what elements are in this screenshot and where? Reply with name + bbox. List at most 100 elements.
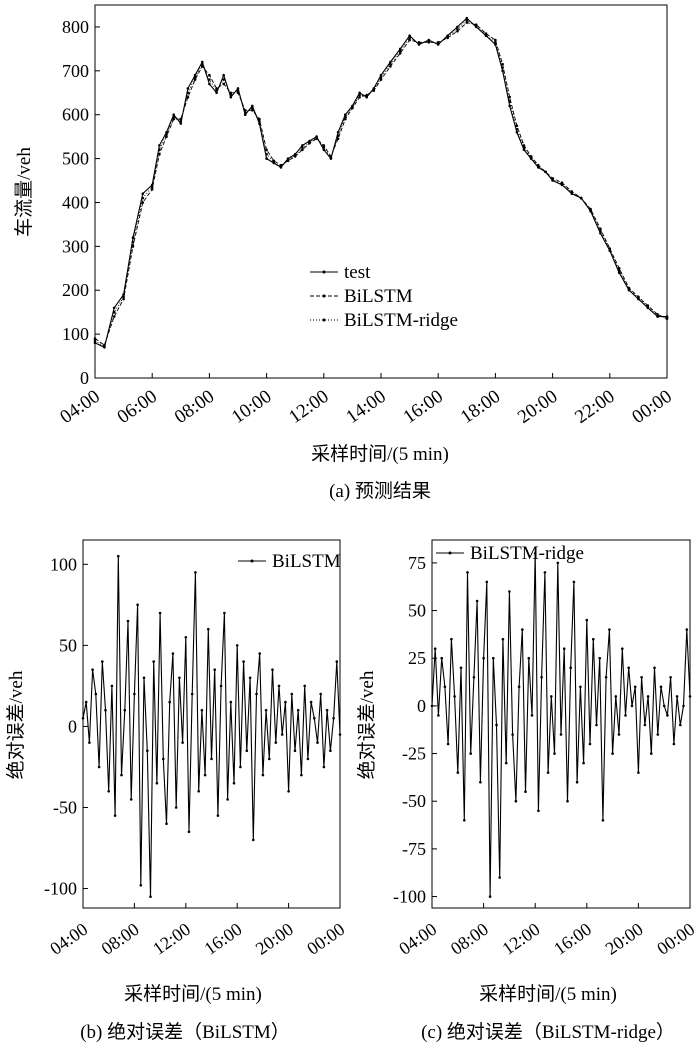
data-point [172,113,175,116]
data-point [617,271,621,275]
data-point [112,306,116,310]
data-point [659,685,663,689]
x-tick-label: 08:00 [447,919,492,959]
data-point [322,146,326,149]
data-point [251,104,254,108]
data-point [165,135,168,138]
data-point [524,790,527,793]
data-point [537,165,540,168]
data-point [301,146,304,149]
data-point [579,196,583,200]
data-point [501,637,505,641]
data-point [556,561,560,565]
data-point [215,91,218,95]
data-point [88,741,91,744]
data-point [408,38,411,42]
data-point [81,717,85,720]
y-tick-label: 50 [59,635,77,655]
data-point [456,25,459,29]
x-tick-label: 00:00 [628,386,675,428]
data-point [201,62,204,66]
x-tick-label: 22:00 [571,386,618,428]
y-tick-label: 0 [80,368,89,388]
panel-b-y-axis: -100 -50 0 50 100 [44,554,88,899]
data-point [579,685,582,689]
x-tick-label: 12:00 [285,386,332,428]
data-point [560,182,564,186]
x-tick-label: 16:00 [400,386,447,428]
legend-label: BiLSTM [272,551,341,572]
data-point [627,288,631,291]
data-point [589,209,592,212]
data-point [284,700,287,704]
panel-a-caption: (a) 预测结果 [329,480,431,502]
legend-marker [250,559,254,563]
data-point [389,65,392,68]
data-point [498,876,502,879]
data-point [344,117,347,121]
data-point [197,790,200,793]
data-point [501,66,504,70]
data-point [104,708,107,712]
data-point [665,316,669,320]
data-point [430,704,434,708]
data-point [84,700,88,704]
data-point [688,695,692,698]
data-point [637,771,640,774]
data-point [675,695,679,698]
x-tick-label: 16:00 [200,919,245,959]
data-point [290,692,294,696]
y-tick-label: 800 [62,17,89,37]
data-point [126,619,130,623]
data-point [351,105,354,109]
data-point [186,87,190,90]
data-point [165,131,168,134]
data-point [271,668,274,671]
data-point [494,41,497,44]
data-point [223,611,226,615]
data-point [322,144,326,147]
data-point [236,87,240,90]
panel-b-plot-frame [82,539,341,909]
panel-b-series-group [81,554,342,898]
data-point [546,771,550,774]
y-tick-label: -100 [393,887,426,907]
data-point [208,73,211,77]
legend-marker [322,318,326,322]
panel-b-x-axis-label: 采样时间/(5 min) [124,983,262,1005]
data-point [229,93,233,97]
data-point [515,124,519,127]
data-point [171,652,175,655]
data-point [293,154,297,157]
data-point [637,296,640,300]
series-line-bilstm [82,556,341,897]
data-point [617,267,621,270]
data-point [408,34,411,37]
data-point [215,89,218,92]
data-point [643,723,647,727]
data-point [599,227,602,231]
panel-b-caption: (b) 绝对误差（BiLSTM） [80,1021,290,1043]
data-point [101,660,104,663]
data-point [640,676,643,679]
data-point [251,106,254,110]
y-tick-label: 25 [408,648,426,668]
panel-c-x-axis: 04:00 08:00 12:00 16:00 20:00 00:00 [395,903,698,959]
data-point [243,109,247,112]
data-point [181,741,184,744]
data-point [158,611,162,615]
data-point [437,714,440,717]
data-point [551,178,554,181]
data-point [466,571,469,574]
data-point [316,741,319,744]
data-point [338,733,342,736]
y-tick-label: 300 [62,236,89,256]
data-point [123,708,127,712]
data-point [389,62,392,66]
data-point [408,36,411,40]
data-point [488,895,492,898]
data-point [222,82,225,86]
y-tick-label: 400 [62,192,89,212]
y-tick-label: 100 [50,554,77,574]
data-point [301,144,304,147]
